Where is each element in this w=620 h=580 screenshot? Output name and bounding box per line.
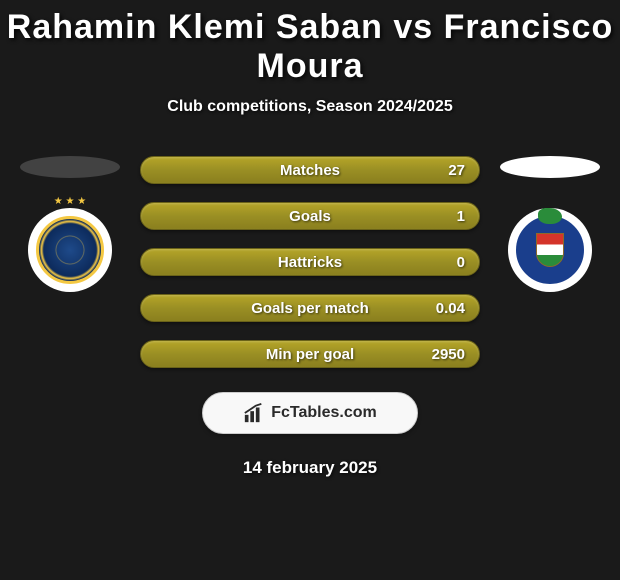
right-team-crest [508, 208, 592, 292]
date-label: 14 february 2025 [0, 458, 620, 478]
stat-bar-min-per-goal: Min per goal 2950 [140, 340, 480, 368]
page-title: Rahamin Klemi Saban vs Francisco Moura [0, 8, 620, 86]
stat-value: 27 [448, 162, 465, 179]
right-player-silhouette [500, 156, 600, 178]
subtitle: Club competitions, Season 2024/2025 [0, 98, 620, 116]
stat-value: 0.04 [436, 300, 465, 317]
shield-icon [536, 233, 564, 267]
dragon-icon [538, 208, 562, 224]
stat-label: Goals per match [251, 300, 369, 317]
comparison-card: Rahamin Klemi Saban vs Francisco Moura C… [0, 0, 620, 580]
chart-icon [243, 402, 265, 424]
stat-value: 2950 [432, 346, 465, 363]
stat-bar-goals-per-match: Goals per match 0.04 [140, 294, 480, 322]
right-column [500, 156, 600, 292]
crest-left-emblem [36, 216, 104, 284]
stats-area: ★ ★ ★ Matches 27 Goals 1 Hattricks 0 Goa… [0, 156, 620, 368]
stat-value: 1 [457, 208, 465, 225]
branding-badge[interactable]: FcTables.com [202, 392, 418, 434]
left-team-crest: ★ ★ ★ [28, 208, 112, 292]
stat-label: Goals [289, 208, 331, 225]
left-column: ★ ★ ★ [20, 156, 120, 292]
stat-bar-matches: Matches 27 [140, 156, 480, 184]
left-player-silhouette [20, 156, 120, 178]
branding-text: FcTables.com [271, 404, 377, 422]
stat-rows: Matches 27 Goals 1 Hattricks 0 Goals per… [140, 156, 480, 368]
star-icon: ★ ★ ★ [28, 196, 112, 207]
stat-label: Hattricks [278, 254, 342, 271]
crest-right-emblem [514, 214, 586, 286]
stat-bar-hattricks: Hattricks 0 [140, 248, 480, 276]
stat-bar-goals: Goals 1 [140, 202, 480, 230]
stat-label: Min per goal [266, 346, 354, 363]
stat-label: Matches [280, 162, 340, 179]
stat-value: 0 [457, 254, 465, 271]
